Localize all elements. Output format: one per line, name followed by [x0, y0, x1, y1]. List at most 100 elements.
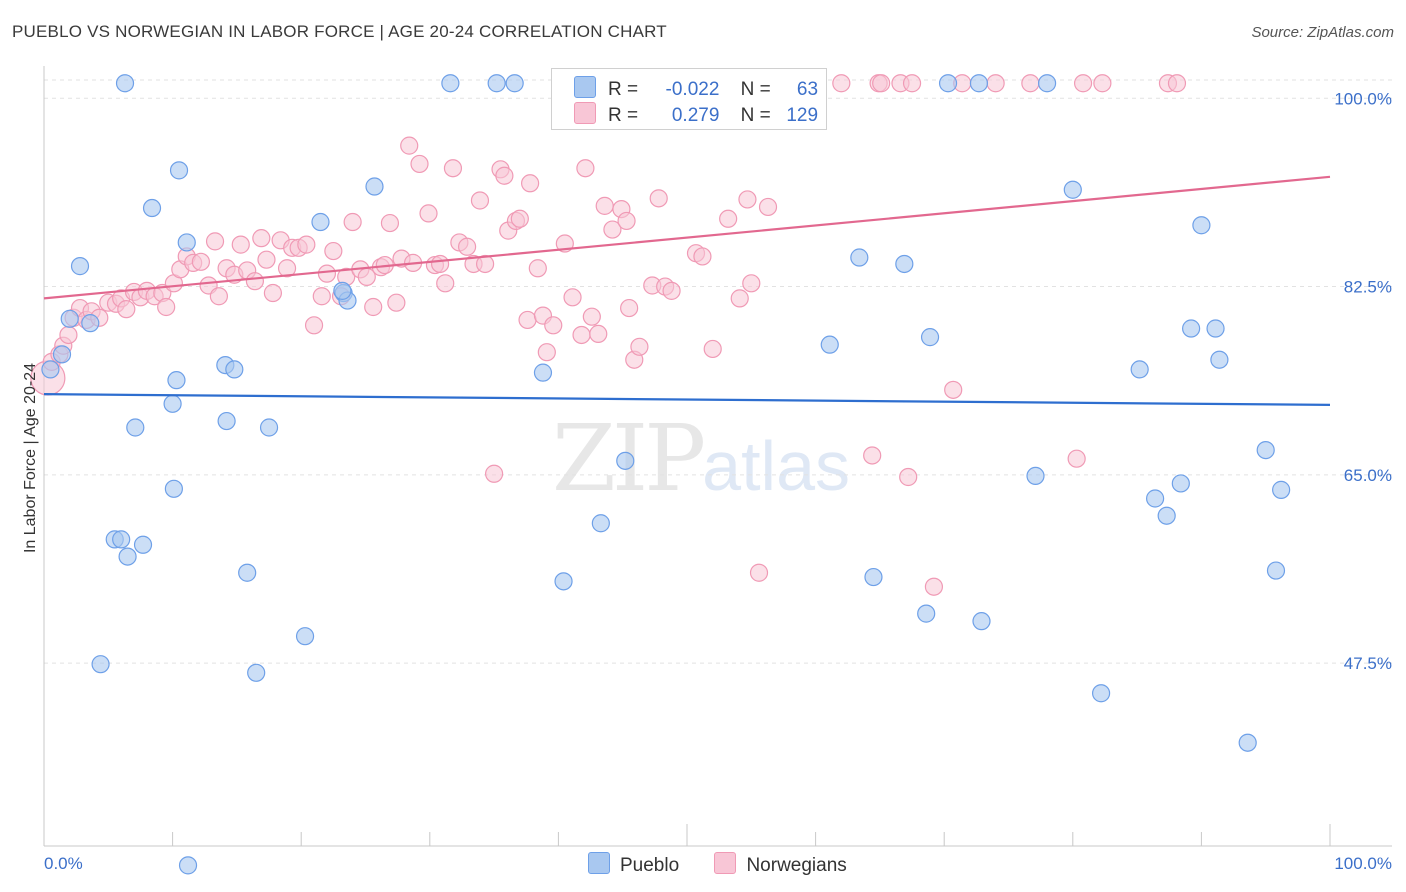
pueblo-point [895, 254, 914, 274]
norwegians-point [245, 272, 265, 291]
pueblo-point [225, 360, 244, 379]
pueblo-point [1210, 350, 1229, 369]
legend-item-norwegians[interactable]: Norwegians [714, 852, 847, 877]
norwegians-point [617, 211, 636, 231]
norwegians-point [603, 220, 622, 239]
norwegians-point [595, 196, 614, 215]
pueblo-point [126, 418, 145, 437]
pueblo-point [1171, 474, 1190, 493]
watermark-atlas: atlas [702, 427, 851, 505]
pueblo-point [81, 314, 100, 333]
norwegians-point [924, 577, 944, 596]
pueblo-point [333, 281, 352, 300]
norwegians-point [738, 190, 757, 209]
norwegians-point [1021, 74, 1040, 93]
norwegians-point [436, 274, 455, 293]
norwegians-point [693, 247, 712, 266]
norwegians-point [758, 197, 778, 217]
norwegians-swatch [714, 852, 737, 874]
norwegians-point [544, 316, 563, 335]
norwegians-point [1093, 74, 1112, 93]
norwegians-point [470, 191, 490, 210]
pueblo-point [142, 198, 162, 218]
norwegians-point [719, 209, 738, 228]
norwegians-point [495, 166, 514, 185]
legend-n-label: N = [740, 105, 771, 126]
pueblo-point [1146, 489, 1165, 508]
norwegians-point [324, 241, 343, 261]
pueblo-trend-line [43, 393, 1331, 407]
pueblo-point [295, 627, 315, 646]
pueblo-point [164, 479, 183, 498]
norwegians-point [457, 237, 477, 256]
pueblo-point [917, 604, 936, 623]
y-tick-label: 82.5% [1344, 278, 1392, 297]
legend-r-value: -0.022 [665, 79, 720, 100]
norwegians-point [343, 212, 362, 232]
norwegians-point [944, 380, 963, 399]
pueblo-point [217, 411, 236, 431]
pueblo-point [1206, 319, 1225, 338]
legend-n-value: 63 [796, 79, 819, 100]
pueblo-point [938, 74, 958, 93]
pueblo-point [169, 161, 189, 180]
norwegians-point [630, 337, 649, 356]
pueblo-point [920, 328, 940, 347]
pueblo-swatch [588, 852, 610, 874]
legend-n-value: 129 [786, 105, 819, 126]
norwegians-point [475, 254, 495, 274]
norwegians-point [649, 189, 668, 208]
source-label: Source: ZipAtlas.com [1251, 24, 1394, 41]
norwegians-point [1167, 74, 1187, 93]
pueblo-point [41, 360, 60, 379]
pueblo-point [1063, 180, 1082, 199]
pueblo-point [238, 563, 257, 582]
chart-title: PUEBLO VS NORWEGIAN IN LABOR FORCE | AGE… [12, 22, 667, 41]
pueblo-point [112, 530, 131, 549]
pueblo-point [487, 74, 506, 93]
pueblo-points [41, 74, 1291, 875]
pueblo-point [533, 363, 553, 382]
y-tick-label: 47.5% [1344, 654, 1392, 673]
legend-r-label: R = [608, 79, 639, 100]
pueblo-point [972, 612, 991, 631]
pueblo-point [1238, 733, 1257, 752]
watermark: ZIPatlas [552, 405, 850, 512]
pueblo-point [1037, 74, 1057, 93]
series-legend: Pueblo Norwegians [588, 852, 877, 877]
pueblo-point [91, 655, 110, 674]
pueblo-point [60, 309, 79, 328]
pueblo-point [1266, 561, 1286, 580]
pueblo-point [1026, 466, 1045, 486]
norwegians-point [410, 154, 429, 174]
norwegians-point [528, 259, 547, 278]
norwegians-point [191, 252, 210, 271]
norwegians-point [510, 209, 529, 228]
legend-label-norwegians: Norwegians [746, 855, 847, 876]
norwegians-point [430, 254, 450, 274]
norwegians-point [537, 343, 556, 362]
norwegians-point [263, 283, 283, 303]
pueblo-point [178, 856, 198, 875]
norwegians-point [863, 446, 882, 465]
pueblo-point [1192, 216, 1211, 235]
norwegians-point [620, 298, 639, 318]
norwegians-point [59, 325, 78, 345]
norwegians-point [572, 325, 591, 345]
pueblo-point [70, 257, 90, 276]
pueblo-point [163, 394, 182, 413]
pueblo-point [820, 335, 839, 354]
norwegians-trend-line [43, 175, 1331, 300]
norwegians-swatch [574, 102, 596, 124]
norwegians-point [205, 232, 225, 251]
legend-item-pueblo[interactable]: Pueblo [588, 852, 679, 877]
pueblo-point [1182, 319, 1201, 338]
pueblo-point [505, 74, 524, 93]
norwegians-point [902, 74, 922, 93]
pueblo-point [247, 663, 266, 682]
legend-row-norwegians: R = 0.279 N = 129 [574, 102, 818, 126]
norwegians-point [380, 213, 400, 233]
norwegians-point [443, 159, 463, 178]
pueblo-point [311, 212, 330, 232]
